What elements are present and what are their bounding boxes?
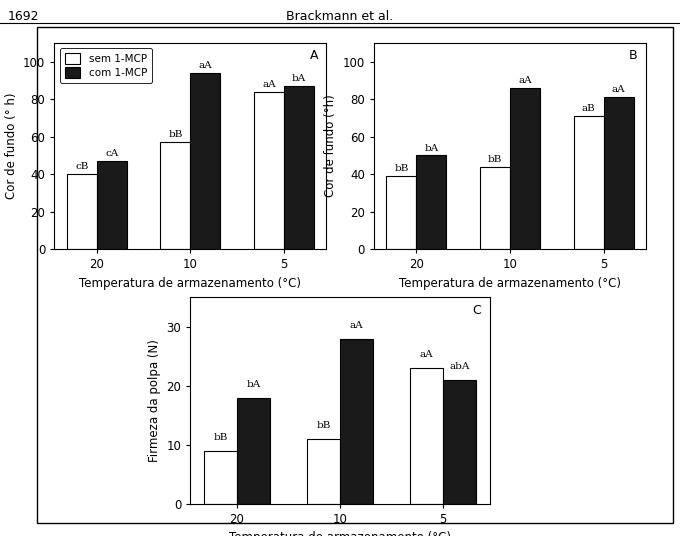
Text: bB: bB: [394, 164, 409, 173]
Bar: [67, 174, 97, 249]
Bar: [190, 73, 220, 249]
Text: aA: aA: [262, 80, 276, 89]
Text: 1692: 1692: [8, 10, 39, 23]
Bar: [237, 398, 270, 504]
Text: abA: abA: [449, 362, 470, 371]
Text: bA: bA: [424, 144, 439, 153]
Text: aA: aA: [612, 85, 626, 94]
Bar: [284, 86, 314, 249]
Bar: [604, 98, 634, 249]
Text: C: C: [472, 304, 481, 317]
Text: bB: bB: [168, 130, 183, 139]
Text: B: B: [629, 49, 638, 62]
Bar: [510, 88, 540, 249]
Y-axis label: Cor de fundo (°h): Cor de fundo (°h): [324, 95, 337, 197]
X-axis label: Temperatura de armazenamento (°C): Temperatura de armazenamento (°C): [80, 277, 301, 290]
X-axis label: Temperatura de armazenamento (°C): Temperatura de armazenamento (°C): [399, 277, 621, 290]
Text: bA: bA: [292, 74, 306, 83]
Bar: [97, 161, 126, 249]
Text: bB: bB: [214, 433, 228, 442]
X-axis label: Temperatura de armazenamento (°C): Temperatura de armazenamento (°C): [229, 531, 451, 536]
Text: bB: bB: [488, 155, 503, 164]
Bar: [443, 380, 476, 504]
Bar: [416, 155, 446, 249]
Bar: [307, 439, 340, 504]
Text: aA: aA: [518, 76, 532, 85]
Text: aB: aB: [582, 104, 596, 113]
Y-axis label: Firmeza da polpa (N): Firmeza da polpa (N): [148, 339, 161, 462]
Bar: [386, 176, 416, 249]
Bar: [480, 167, 510, 249]
Text: aA: aA: [420, 351, 433, 360]
Y-axis label: Cor de fundo (° h): Cor de fundo (° h): [5, 93, 18, 199]
Bar: [574, 116, 604, 249]
Text: aA: aA: [350, 321, 363, 330]
Bar: [160, 142, 190, 249]
Text: bB: bB: [316, 421, 330, 430]
Text: bA: bA: [246, 380, 260, 389]
Text: A: A: [310, 49, 318, 62]
Bar: [410, 368, 443, 504]
Text: aA: aA: [199, 61, 212, 70]
Bar: [340, 339, 373, 504]
Legend: sem 1-MCP, com 1-MCP: sem 1-MCP, com 1-MCP: [60, 48, 152, 83]
Text: cB: cB: [75, 162, 88, 172]
Text: cA: cA: [105, 149, 118, 158]
Text: Brackmann et al.: Brackmann et al.: [286, 10, 394, 23]
Bar: [254, 92, 284, 249]
Bar: [204, 451, 237, 504]
